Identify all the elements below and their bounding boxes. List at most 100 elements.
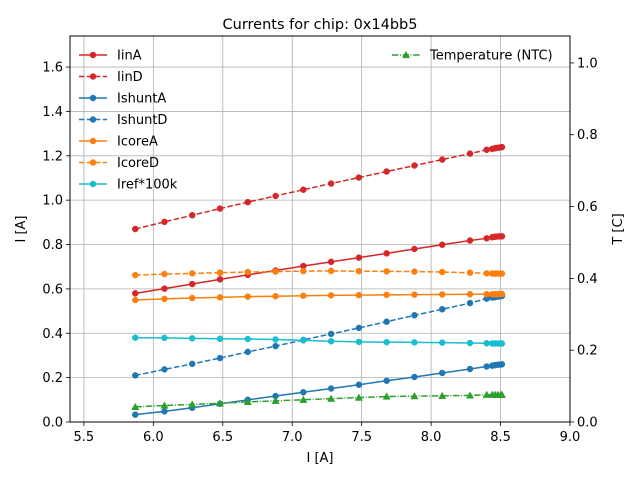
data-point-icored — [188, 270, 196, 277]
data-point-ishunta — [355, 381, 363, 388]
data-point-icorea — [300, 292, 307, 300]
y-tick-label: 1.4 — [42, 105, 63, 120]
data-point-ishuntd — [355, 324, 363, 332]
data-point-iina — [438, 241, 446, 249]
x-tick-label: 5.5 — [74, 430, 95, 445]
legend-item-iref-100k: Iref*100k — [79, 178, 178, 193]
data-point-icorea — [411, 291, 418, 298]
data-point-temperature-ntc — [299, 395, 308, 403]
series-layer — [131, 143, 506, 418]
data-point-iina — [188, 280, 196, 288]
data-point-iind — [272, 192, 279, 200]
legend-label: IinA — [117, 49, 142, 64]
data-point-iref-100k — [438, 339, 446, 346]
series-icored — [132, 267, 506, 279]
data-point-iind — [327, 180, 335, 187]
data-point-icored — [466, 269, 474, 276]
legend-marker — [89, 116, 97, 123]
data-point-ishuntd — [132, 372, 139, 379]
legend-marker — [89, 137, 97, 145]
data-point-temperature-ntc — [243, 397, 252, 406]
data-point-icored — [244, 268, 252, 276]
y-tick-label: 1.2 — [42, 149, 63, 164]
data-point-temperature-ntc — [160, 401, 169, 409]
legend-marker — [89, 51, 97, 59]
data-point-iind — [355, 174, 363, 181]
x-tick-label: 7.5 — [351, 430, 372, 445]
y2-tick-label: 0.6 — [577, 200, 598, 215]
y2-tick-label: 0.8 — [577, 128, 598, 143]
x-tick-label: 7.0 — [282, 430, 303, 445]
data-point-icored — [411, 268, 418, 275]
data-point-icorea — [272, 292, 279, 300]
data-point-icorea — [216, 294, 224, 301]
data-point-icored — [483, 270, 490, 277]
y-tick-label: 1.6 — [42, 61, 63, 76]
data-point-ishuntd — [188, 360, 196, 368]
data-point-icored — [272, 268, 279, 275]
data-point-ishunta — [498, 361, 506, 368]
data-point-temperature-ntc — [271, 396, 280, 404]
data-point-icorea — [327, 292, 335, 299]
x-tick-label: 9.0 — [560, 430, 581, 445]
data-point-ishunta — [466, 365, 474, 373]
data-point-iina — [216, 276, 224, 283]
data-point-iind — [438, 156, 446, 163]
data-point-icorea — [466, 290, 474, 298]
data-point-ishuntd — [244, 348, 252, 356]
data-point-icorea — [355, 291, 363, 299]
series-temperature-ntc — [131, 390, 506, 411]
data-point-iind — [244, 198, 252, 206]
legend-left: IinA IinD IshuntA IshuntD IcoreA IcoreD Iref*1… — [79, 49, 178, 193]
axes: 5.5 6.0 6.5 7.0 7.5 8.0 8.5 9.00.00.20.40.60.81… — [42, 56, 597, 445]
plot-frame — [69, 35, 571, 423]
legend-item-iina: IinA — [79, 49, 142, 64]
grid — [70, 36, 571, 423]
data-point-temperature-ntc — [410, 392, 419, 400]
data-point-temperature-ntc — [465, 391, 475, 399]
data-point-ishuntd — [327, 330, 335, 338]
data-point-iind — [300, 186, 307, 193]
data-point-icored — [132, 271, 139, 279]
data-point-icorea — [132, 296, 139, 304]
data-point-icored — [161, 270, 168, 278]
data-point-iind — [383, 168, 390, 175]
data-point-icored — [300, 267, 307, 275]
y2-tick-label: 0.2 — [577, 344, 598, 359]
data-point-iind — [188, 211, 196, 219]
legend-item-ishuntd: IshuntD — [79, 113, 167, 128]
data-point-temperature-ntc — [215, 399, 225, 407]
y-tick-label: 0.8 — [42, 238, 63, 253]
legend-right: Temperature (NTC) — [392, 49, 553, 64]
data-point-icorea — [483, 290, 490, 298]
legend-marker — [401, 50, 411, 59]
data-point-iref-100k — [327, 338, 335, 345]
x-tick-label: 8.0 — [421, 430, 442, 445]
data-point-ishunta — [383, 377, 390, 384]
data-point-iref-100k — [383, 338, 390, 346]
series-iref-100k — [132, 334, 506, 347]
data-point-iind — [498, 143, 506, 151]
data-point-iref-100k — [411, 339, 418, 346]
y2-tick-label: 0.0 — [577, 416, 598, 431]
data-point-iina — [483, 235, 490, 242]
data-point-ishuntd — [383, 318, 390, 325]
legend-label: Temperature (NTC) — [429, 49, 553, 64]
data-point-ishunta — [300, 389, 307, 396]
data-point-icored — [327, 267, 335, 275]
legend-item-icored: IcoreD — [79, 156, 159, 171]
data-point-temperature-ntc — [438, 391, 447, 399]
data-point-ishunta — [132, 411, 139, 418]
data-point-iina — [383, 250, 390, 257]
legend-item-icorea: IcoreA — [79, 135, 158, 150]
y2-tick-label: 1.0 — [577, 56, 598, 71]
legend-label: Iref*100k — [117, 178, 178, 193]
data-point-temperature-ntc — [188, 400, 197, 408]
data-point-iref-100k — [188, 335, 196, 342]
data-point-iind — [132, 225, 139, 233]
legend-label: IshuntD — [117, 113, 167, 128]
data-point-iref-100k — [483, 339, 490, 347]
chart-title: Currents for chip: 0x14bb5 — [223, 17, 418, 33]
legend-item-iind: IinD — [79, 70, 143, 85]
